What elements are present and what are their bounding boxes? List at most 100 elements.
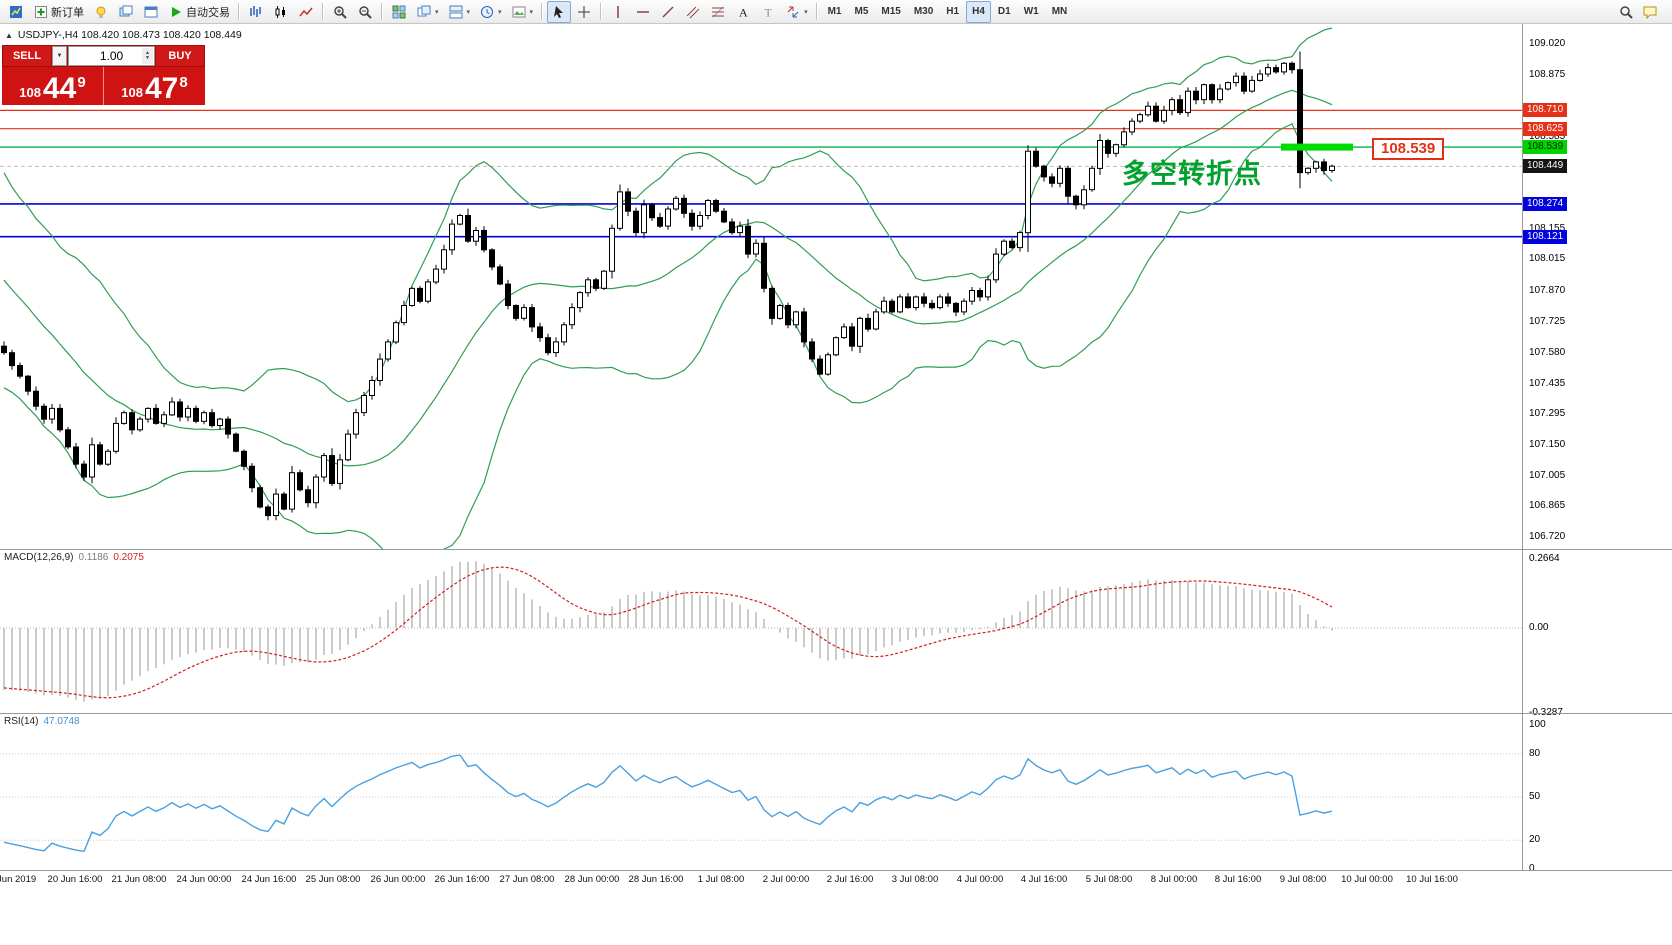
- time-axis[interactable]: 20 Jun 2019 20 Jun 16:00 21 Jun 08:00 24 Ju…: [0, 871, 1672, 891]
- timeframe-w1[interactable]: W1: [1023, 6, 1039, 17]
- candle: [241, 450, 247, 467]
- dropdown-arrow-icon[interactable]: ▾: [529, 8, 534, 16]
- templates-button[interactable]: ▾: [507, 1, 538, 23]
- price-chart-canvas[interactable]: [0, 24, 1522, 549]
- candle: [1313, 161, 1319, 169]
- bollinger-bands: [3, 27, 1333, 549]
- lightbulb-icon[interactable]: [89, 1, 113, 23]
- collapse-panel-icon[interactable]: ▲: [5, 30, 13, 40]
- crosshair-button[interactable]: [572, 1, 596, 23]
- price-tick-label: 106.865: [1529, 500, 1566, 511]
- buy-price-button[interactable]: 108 47 8: [104, 67, 205, 105]
- candle: [361, 395, 367, 414]
- price-tick-label: 106.720: [1529, 531, 1566, 542]
- chart-window-button[interactable]: [139, 1, 163, 23]
- profiles-button[interactable]: ▾: [444, 1, 475, 23]
- arrows-button[interactable]: ▾: [781, 1, 812, 23]
- macd-panel-canvas[interactable]: [0, 549, 1522, 713]
- bar-chart-button[interactable]: [244, 1, 268, 23]
- candle: [993, 253, 999, 281]
- toolbar-group-1: [244, 1, 318, 23]
- candle: [1193, 90, 1199, 101]
- search-icon: [1618, 4, 1634, 20]
- volume-input[interactable]: 1.00 ▲ ▼: [68, 46, 155, 66]
- app-icon[interactable]: [4, 1, 28, 23]
- timeframe-m5[interactable]: M5: [854, 6, 869, 17]
- timeframe-m30[interactable]: M30: [913, 6, 934, 17]
- macd-histogram: [3, 561, 1333, 702]
- candle: [385, 341, 391, 360]
- line-chart-button[interactable]: [294, 1, 318, 23]
- candle: [961, 300, 967, 313]
- price-tag-green: 108.539: [1523, 140, 1568, 154]
- zoom-in-button[interactable]: [328, 1, 352, 23]
- charts-button[interactable]: [114, 1, 138, 23]
- dropdown-arrow-icon[interactable]: ▾: [804, 8, 808, 16]
- order-dropdown-button[interactable]: ▼: [52, 46, 67, 66]
- label-button[interactable]: T: [756, 1, 780, 23]
- cascade-icon: [416, 4, 432, 20]
- timeframe-h1[interactable]: H1: [946, 6, 960, 17]
- periods-button[interactable]: ▾: [475, 1, 506, 23]
- chart-text-annotation[interactable]: 多空转折点: [1122, 159, 1262, 189]
- timeframe-h4[interactable]: H4: [966, 0, 991, 23]
- zoom-out-button[interactable]: [353, 1, 377, 23]
- timeframe-mn[interactable]: MN: [1051, 6, 1068, 17]
- channel-button[interactable]: [681, 1, 705, 23]
- vline-button[interactable]: [606, 1, 630, 23]
- candle: [537, 326, 543, 339]
- price-tick-label: 107.295: [1529, 408, 1566, 419]
- timeframe-m1[interactable]: M1: [827, 6, 842, 17]
- tile-windows-button[interactable]: [387, 1, 411, 23]
- fibonacci-button[interactable]: [706, 1, 730, 23]
- candlestick-button[interactable]: [269, 1, 293, 23]
- cursor-button[interactable]: [547, 0, 572, 23]
- volume-stepper[interactable]: ▲ ▼: [142, 48, 153, 64]
- candle: [1105, 140, 1111, 154]
- candle: [905, 296, 911, 309]
- buy-button[interactable]: BUY: [156, 46, 204, 66]
- labelT-icon: T: [760, 4, 776, 20]
- candle: [409, 287, 415, 306]
- macd-tick-label: 0.00: [1529, 622, 1549, 633]
- price-axis[interactable]: 109.020 108.875 108.585 108.155 108.015 107.8…: [1522, 24, 1672, 874]
- candle: [633, 210, 639, 234]
- price-callout-box[interactable]: 108.539: [1372, 138, 1445, 160]
- candle: [1129, 120, 1135, 133]
- trendline-button[interactable]: [656, 1, 680, 23]
- stepper-up-icon[interactable]: ▲: [145, 50, 150, 56]
- chat-icon[interactable]: [1638, 1, 1662, 23]
- panel-separator[interactable]: [0, 713, 1672, 714]
- autotrading-button[interactable]: 自动交易: [164, 1, 234, 23]
- panel-separator[interactable]: [0, 549, 1672, 550]
- timeframe-m15[interactable]: M15: [881, 6, 901, 17]
- candle: [817, 358, 823, 375]
- sell-button[interactable]: SELL: [3, 46, 51, 66]
- candles: [1, 51, 1335, 521]
- rsi-panel-canvas[interactable]: [0, 713, 1522, 870]
- highlight-segment[interactable]: [1281, 143, 1353, 151]
- price-tag-red: 108.710: [1523, 103, 1568, 117]
- search-icon[interactable]: [1614, 1, 1638, 23]
- dropdown-arrow-icon[interactable]: ▾: [466, 8, 471, 16]
- dropdown-arrow-icon[interactable]: ▾: [435, 8, 439, 16]
- timeframe-d1[interactable]: D1: [997, 6, 1011, 17]
- stepper-down-icon[interactable]: ▼: [145, 55, 150, 61]
- candle: [513, 305, 519, 319]
- text-button[interactable]: A: [731, 1, 755, 23]
- candle: [777, 305, 783, 319]
- candle: [849, 326, 855, 347]
- macd-label: MACD(12,26,9) 0.1186 0.2075: [4, 552, 144, 563]
- hline-button[interactable]: [631, 1, 655, 23]
- trendline-icon: [660, 4, 676, 20]
- new-order-button[interactable]: 新订单: [29, 1, 88, 23]
- neworder-icon: [33, 4, 49, 20]
- time-label: 24 Jun 16:00: [241, 874, 297, 885]
- candle: [601, 270, 607, 289]
- candle: [745, 225, 751, 255]
- dropdown-arrow-icon[interactable]: ▾: [498, 8, 502, 16]
- sell-price-button[interactable]: 108 44 9: [2, 67, 104, 105]
- candle: [1161, 109, 1167, 122]
- new-chart-button[interactable]: ▾: [412, 1, 443, 23]
- candle: [121, 412, 127, 424]
